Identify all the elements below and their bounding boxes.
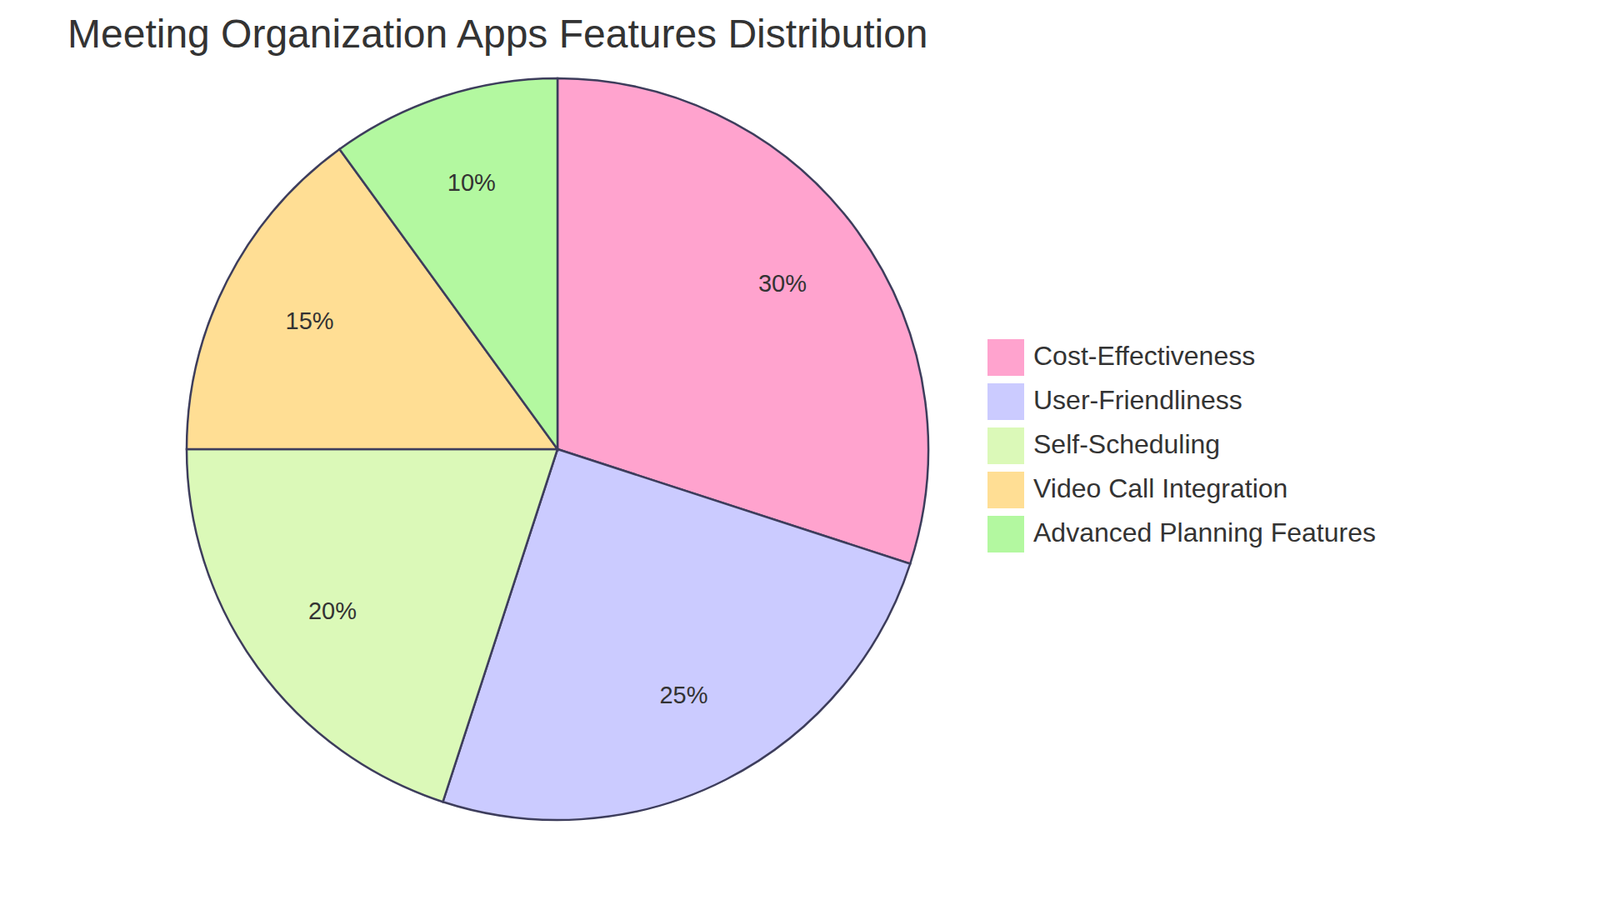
legend-swatch (987, 515, 1025, 553)
chart-title: Meeting Organization Apps Features Distr… (67, 11, 929, 56)
legend-swatch (987, 383, 1025, 420)
legend-label: Advanced Planning Features (1033, 517, 1376, 548)
chart: Meeting Organization Apps Features Distr… (0, 0, 1600, 900)
pie-slice (186, 449, 558, 802)
legend-swatch (987, 471, 1025, 509)
legend-label: Self-Scheduling (1033, 429, 1220, 460)
pie-slices (186, 78, 929, 820)
legend-label: Video Call Integration (1033, 473, 1288, 504)
data-label: 20% (308, 597, 357, 625)
legend-swatch (987, 427, 1025, 465)
data-label: 25% (659, 681, 708, 709)
data-label: 15% (285, 307, 335, 335)
pie-slice (339, 78, 558, 450)
legend: Cost-Effectiveness User-Friendliness Self-… (987, 339, 1376, 553)
data-label: 10% (447, 169, 496, 196)
legend-label: User-Friendliness (1033, 385, 1243, 415)
legend-swatch (987, 339, 1025, 376)
legend-label: Cost-Effectiveness (1033, 340, 1255, 371)
data-label: 30% (758, 270, 807, 297)
